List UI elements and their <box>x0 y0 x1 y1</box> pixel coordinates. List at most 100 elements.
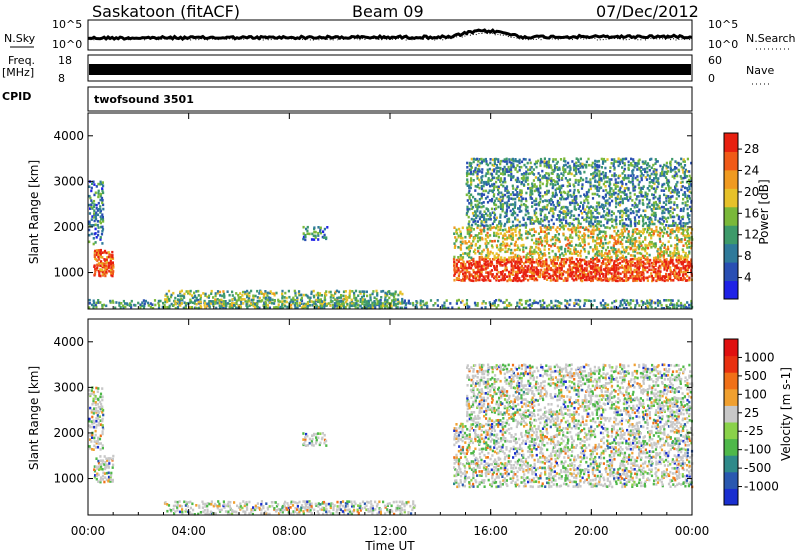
range-gate-cell <box>468 271 471 274</box>
range-gate-cell <box>497 232 500 236</box>
range-gate-cell <box>530 189 533 192</box>
range-gate-cell <box>519 255 522 259</box>
range-gate-cell <box>195 299 198 302</box>
range-gate-cell <box>568 178 572 181</box>
range-gate-cell <box>489 218 492 221</box>
range-gate-cell <box>639 188 642 192</box>
range-gate-cell <box>489 264 492 267</box>
range-gate-cell <box>574 298 577 302</box>
range-gate-cell <box>510 158 513 161</box>
range-gate-cell <box>520 173 523 176</box>
range-gate-cell <box>644 268 647 272</box>
range-gate-cell <box>609 260 612 264</box>
range-gate-cell <box>489 161 492 165</box>
range-gate-cell <box>321 436 324 440</box>
range-gate-cell <box>472 195 475 199</box>
range-gate-cell <box>499 258 502 262</box>
range-gate-cell <box>304 235 307 239</box>
range-gate-cell <box>588 222 591 226</box>
range-gate-cell <box>543 205 546 209</box>
range-gate-cell <box>562 264 565 268</box>
range-gate-cell <box>168 306 171 309</box>
range-gate-cell <box>604 230 607 234</box>
range-gate-cell <box>380 290 383 293</box>
range-gate-cell <box>554 266 557 269</box>
range-gate-cell <box>545 182 549 186</box>
range-gate-cell <box>108 459 111 463</box>
range-gate-cell <box>245 300 248 304</box>
range-gate-cell <box>485 267 488 270</box>
range-gate-cell <box>556 168 559 171</box>
range-gate-cell <box>99 463 102 466</box>
range-gate-cell <box>592 235 595 239</box>
range-gate-cell <box>195 306 198 310</box>
range-gate-cell <box>231 306 234 309</box>
range-gate-cell <box>581 238 584 241</box>
range-gate-cell <box>262 296 265 299</box>
range-gate-cell <box>632 228 635 232</box>
range-gate-cell <box>653 168 656 171</box>
range-gate-cell <box>511 224 515 228</box>
range-gate-cell <box>396 302 399 306</box>
range-gate-cell <box>690 304 693 307</box>
range-gate-cell <box>642 265 645 268</box>
range-gate-cell <box>554 238 557 242</box>
range-gate-cell <box>575 250 578 253</box>
range-gate-cell <box>669 273 672 276</box>
range-gate-cell <box>516 256 519 260</box>
range-gate-cell <box>558 276 561 280</box>
range-gate-cell <box>233 298 237 301</box>
range-gate-cell <box>599 224 602 228</box>
range-gate-cell <box>516 195 519 198</box>
range-gate-cell <box>468 186 471 190</box>
range-gate-cell <box>319 298 322 301</box>
range-gate-cell <box>348 294 351 298</box>
range-gate-cell <box>623 226 626 229</box>
range-gate-cell <box>677 261 680 265</box>
range-gate-cell <box>593 171 596 174</box>
range-gate-cell <box>344 290 347 293</box>
range-gate-cell <box>486 256 489 260</box>
range-gate-cell <box>573 168 576 172</box>
range-gate-cell <box>101 398 104 402</box>
range-gate-cell <box>509 209 512 213</box>
range-gate-cell <box>502 203 505 206</box>
range-gate-cell <box>304 439 307 443</box>
range-gate-cell <box>293 298 297 302</box>
range-gate-cell <box>536 251 540 255</box>
range-gate-cell <box>625 268 628 272</box>
range-gate-cell <box>539 180 542 184</box>
range-gate-cell <box>598 230 601 233</box>
range-gate-cell <box>590 276 593 280</box>
range-gate-cell <box>594 224 597 228</box>
range-gate-cell <box>497 255 500 259</box>
range-gate-cell <box>99 419 102 422</box>
range-gate-cell <box>468 305 471 309</box>
range-gate-cell <box>522 245 525 249</box>
range-gate-cell <box>636 301 639 305</box>
range-gate-cell <box>546 264 549 267</box>
range-gate-cell <box>560 184 563 188</box>
range-gate-cell <box>524 302 528 305</box>
range-gate-cell <box>518 260 521 264</box>
range-gate-cell <box>505 204 509 207</box>
range-gate-cell <box>495 259 499 263</box>
range-gate-cell <box>246 289 249 293</box>
range-gate-cell <box>486 231 489 235</box>
range-gate-cell <box>671 207 674 211</box>
range-gate-cell <box>541 239 544 243</box>
range-gate-cell <box>541 224 544 227</box>
range-gate-cell <box>604 193 607 197</box>
range-gate-cell <box>526 232 530 236</box>
range-gate-cell <box>474 170 477 174</box>
range-gate-cell <box>522 250 525 253</box>
range-gate-cell <box>568 243 571 247</box>
range-gate-cell <box>455 232 459 235</box>
range-gate-cell <box>529 303 532 306</box>
range-gate-cell <box>571 272 574 276</box>
range-gate-cell <box>638 245 641 249</box>
range-gate-cell <box>608 209 611 212</box>
range-gate-cell <box>512 203 515 206</box>
range-gate-cell <box>573 205 576 208</box>
range-gate-cell <box>594 239 597 243</box>
